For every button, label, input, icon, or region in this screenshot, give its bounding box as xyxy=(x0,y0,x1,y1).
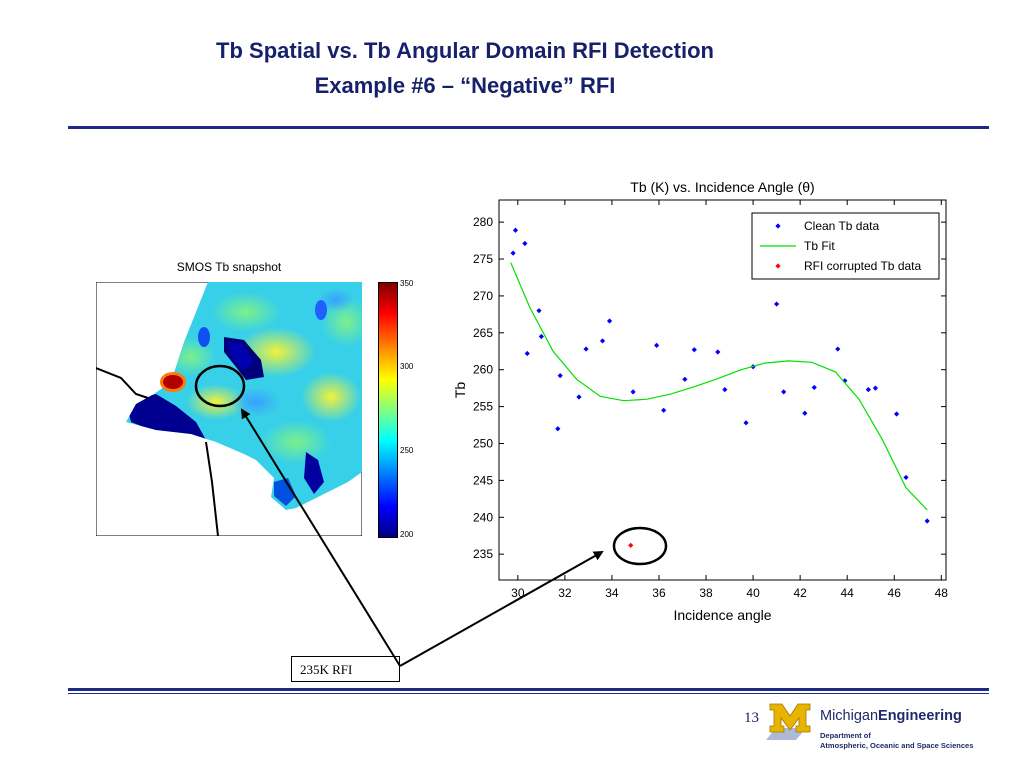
logo-name-part1: Michigan xyxy=(820,708,879,724)
x-tick-label: 48 xyxy=(935,586,949,600)
clean-data-point xyxy=(872,385,879,391)
tb-fit-line xyxy=(510,262,928,511)
clean-data-point xyxy=(715,349,721,355)
block-m-logo-icon xyxy=(766,703,811,740)
x-tick-label: 34 xyxy=(605,586,619,600)
clean-data-point xyxy=(722,387,728,393)
legend-entry-label: Tb Fit xyxy=(804,239,835,253)
clean-data-point xyxy=(606,318,613,324)
x-tick-label: 38 xyxy=(699,586,713,600)
chart-title: Tb (K) vs. Incidence Angle (θ) xyxy=(630,179,814,195)
y-tick-label: 275 xyxy=(473,252,493,266)
clean-data-point xyxy=(522,240,528,247)
clean-data-point xyxy=(781,389,787,395)
legend-swatch-clean xyxy=(775,223,781,229)
y-tick-label: 235 xyxy=(473,547,493,561)
x-tick-label: 32 xyxy=(558,586,572,600)
clean-data-point xyxy=(576,394,582,400)
clean-data-point xyxy=(865,387,871,393)
colorbar-tick-350: 350 xyxy=(400,279,414,288)
clean-data-point xyxy=(682,376,688,382)
clean-data-point xyxy=(691,347,697,353)
clean-data-point xyxy=(743,420,749,426)
x-tick-label: 42 xyxy=(793,586,807,600)
clean-data-point xyxy=(599,338,606,344)
y-tick-label: 250 xyxy=(473,436,493,450)
y-tick-label: 255 xyxy=(473,400,493,414)
department-line1: Department of xyxy=(820,731,871,740)
clean-data-point xyxy=(630,389,636,395)
snapshot-title: SMOS Tb snapshot xyxy=(176,260,282,274)
x-tick-label: 36 xyxy=(652,586,666,600)
clean-data-point xyxy=(835,346,841,352)
y-tick-label: 245 xyxy=(473,473,493,487)
x-tick-label: 46 xyxy=(888,586,902,600)
footer-divider-thin xyxy=(68,693,989,694)
clean-data-point xyxy=(536,308,542,314)
legend-entry-label: Clean Tb data xyxy=(804,219,879,233)
legend-swatch-rfi xyxy=(775,263,781,269)
department-line2: Atmospheric, Oceanic and Space Sciences xyxy=(820,741,974,750)
page-number: 13 xyxy=(744,710,759,726)
colorbar-tick-250: 250 xyxy=(400,446,414,455)
slide-title-line2: Example #6 – “Negative” RFI xyxy=(314,73,616,98)
clean-data-point xyxy=(811,384,817,391)
clean-data-point xyxy=(893,411,900,417)
y-tick-label: 280 xyxy=(473,215,493,229)
y-tick-label: 240 xyxy=(473,510,493,524)
clean-data-point xyxy=(524,350,530,357)
colorbar-tick-300: 300 xyxy=(400,362,414,371)
y-tick-label: 265 xyxy=(473,326,493,340)
x-tick-label: 44 xyxy=(841,586,855,600)
y-tick-label: 270 xyxy=(473,289,493,303)
clean-data-point xyxy=(538,333,544,340)
colorbar-tick-200: 200 xyxy=(400,530,414,539)
clean-data-point xyxy=(555,426,561,432)
clean-data-point xyxy=(842,378,848,384)
legend-entry-label: RFI corrupted Tb data xyxy=(804,259,921,273)
michigan-engineering-logo: MichiganEngineering xyxy=(820,708,962,724)
clean-data-point xyxy=(512,227,519,233)
clean-data-point xyxy=(661,407,667,413)
x-tick-label: 40 xyxy=(746,586,760,600)
clean-data-point xyxy=(557,373,563,379)
y-tick-label: 260 xyxy=(473,363,493,377)
clean-data-point xyxy=(654,342,660,348)
clean-data-point xyxy=(924,518,930,524)
clean-data-point xyxy=(903,474,909,481)
footer-divider xyxy=(68,688,989,691)
rfi-callout: 235K RFI xyxy=(291,656,400,682)
x-axis-label: Incidence angle xyxy=(673,607,771,623)
clean-data-point xyxy=(802,410,808,416)
y-axis-label: Tb xyxy=(452,382,468,399)
logo-name-part2: Engineering xyxy=(878,708,962,724)
snapshot-rfi-circle xyxy=(194,364,246,408)
clean-data-point xyxy=(583,346,589,352)
clean-data-point xyxy=(774,301,780,307)
slide-title-line1: Tb Spatial vs. Tb Angular Domain RFI Det… xyxy=(216,38,714,63)
title-divider xyxy=(68,126,989,129)
clean-data-point xyxy=(510,250,516,256)
x-tick-label: 30 xyxy=(511,586,525,600)
